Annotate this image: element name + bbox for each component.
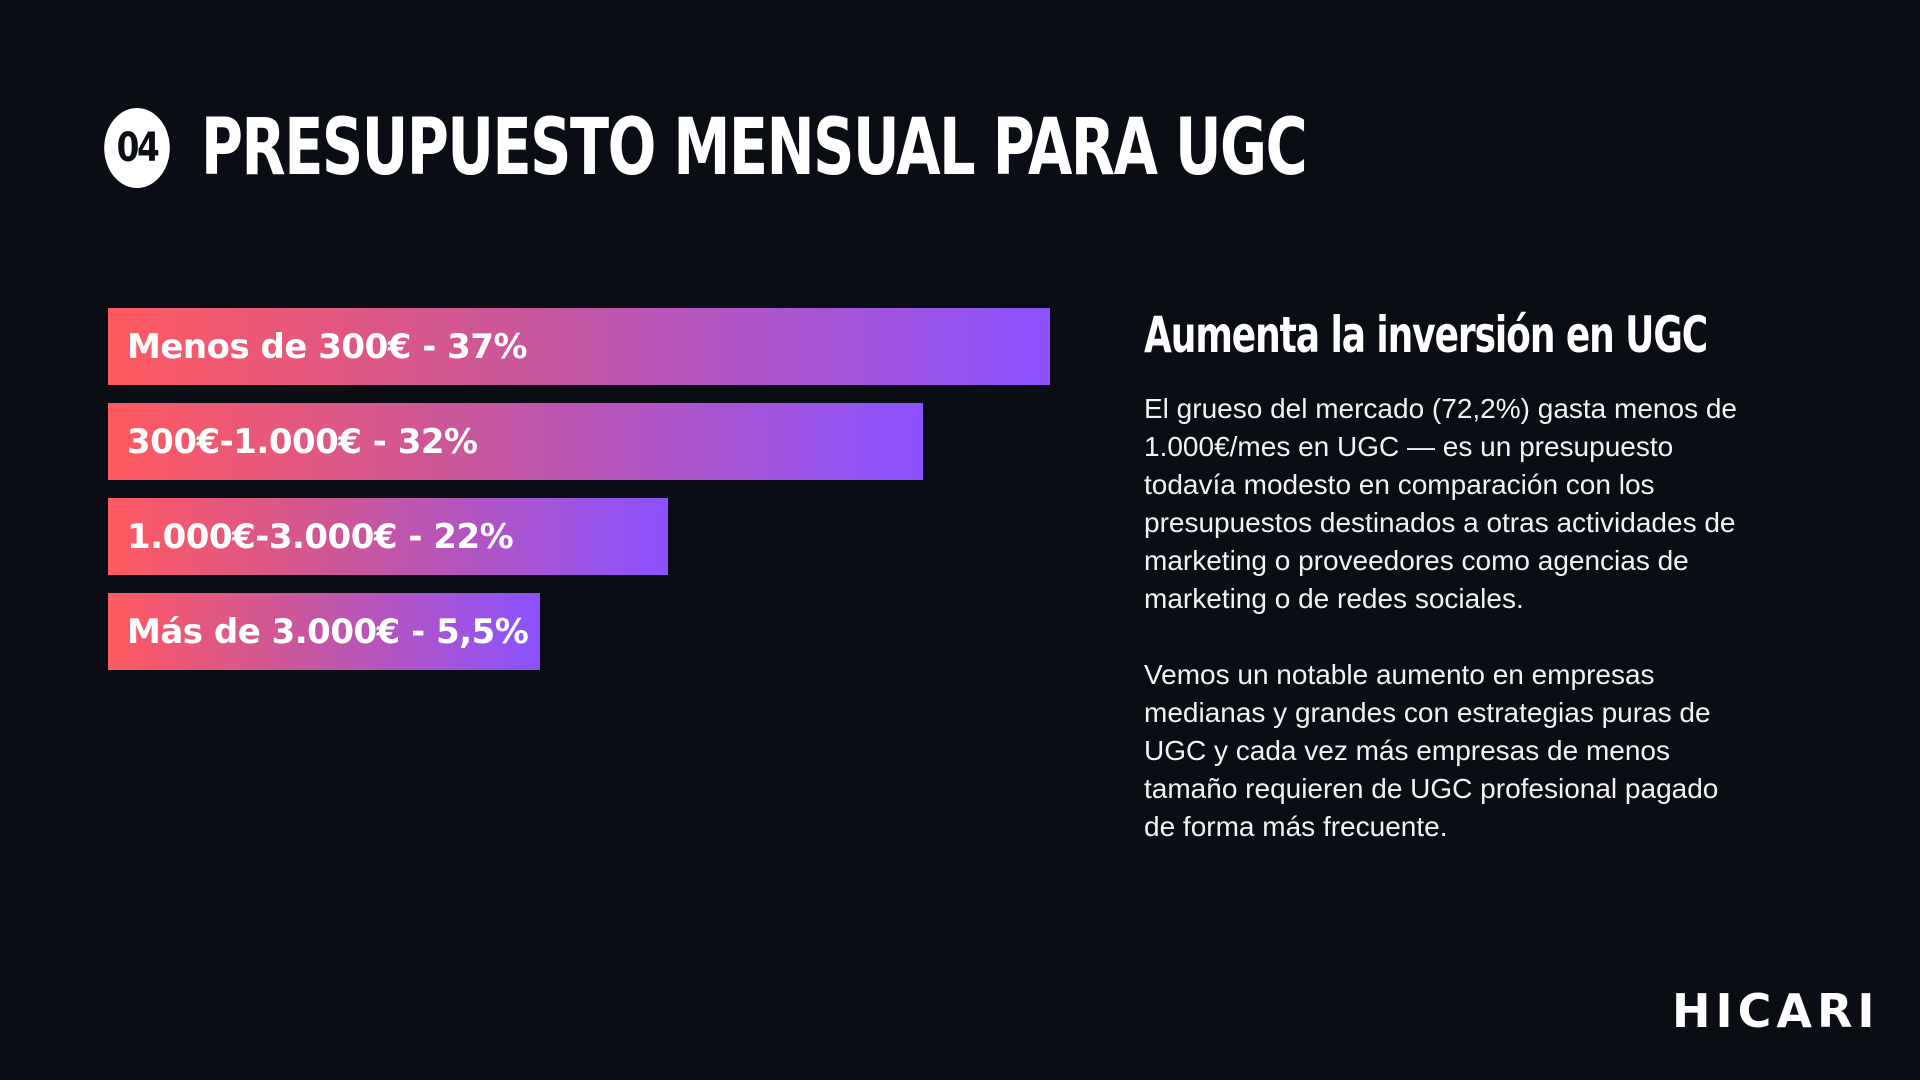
insight-paragraph-2: Vemos un notable aumento en empresas med… bbox=[1144, 659, 1719, 842]
bar-3: 1.000€-3.000€ - 22% bbox=[108, 498, 668, 575]
bar-label: 300€-1.000€ - 32% bbox=[127, 421, 478, 462]
bar-label: Más de 3.000€ - 5,5% bbox=[127, 611, 529, 652]
bar-label: 1.000€-3.000€ - 22% bbox=[127, 516, 514, 557]
title-container: PRESUPUESTO MENSUAL PARA UGC bbox=[201, 108, 1308, 188]
insight-paragraph-1: El grueso del mercado (72,2%) gasta meno… bbox=[1144, 393, 1737, 614]
bar-1: Menos de 300€ - 37% bbox=[108, 308, 1050, 385]
insight-heading-container: Aumenta la inversión en UGC bbox=[1144, 305, 1744, 365]
bar-4: Más de 3.000€ - 5,5% bbox=[108, 593, 540, 670]
bar-2: 300€-1.000€ - 32% bbox=[108, 403, 923, 480]
bar-label: Menos de 300€ - 37% bbox=[127, 326, 528, 367]
slide-header: 04 PRESUPUESTO MENSUAL PARA UGC bbox=[97, 108, 1308, 188]
insight-heading: Aumenta la inversión en UGC bbox=[1144, 306, 1708, 364]
section-number-badge: 04 bbox=[104, 108, 170, 188]
hicari-logo: HICARI bbox=[1672, 984, 1880, 1038]
budget-bar-chart: Menos de 300€ - 37% 300€-1.000€ - 32% 1.00… bbox=[108, 308, 1058, 688]
insight-panel: Aumenta la inversión en UGC El grueso de… bbox=[1144, 305, 1784, 846]
page-title: PRESUPUESTO MENSUAL PARA UGC bbox=[201, 103, 1308, 193]
